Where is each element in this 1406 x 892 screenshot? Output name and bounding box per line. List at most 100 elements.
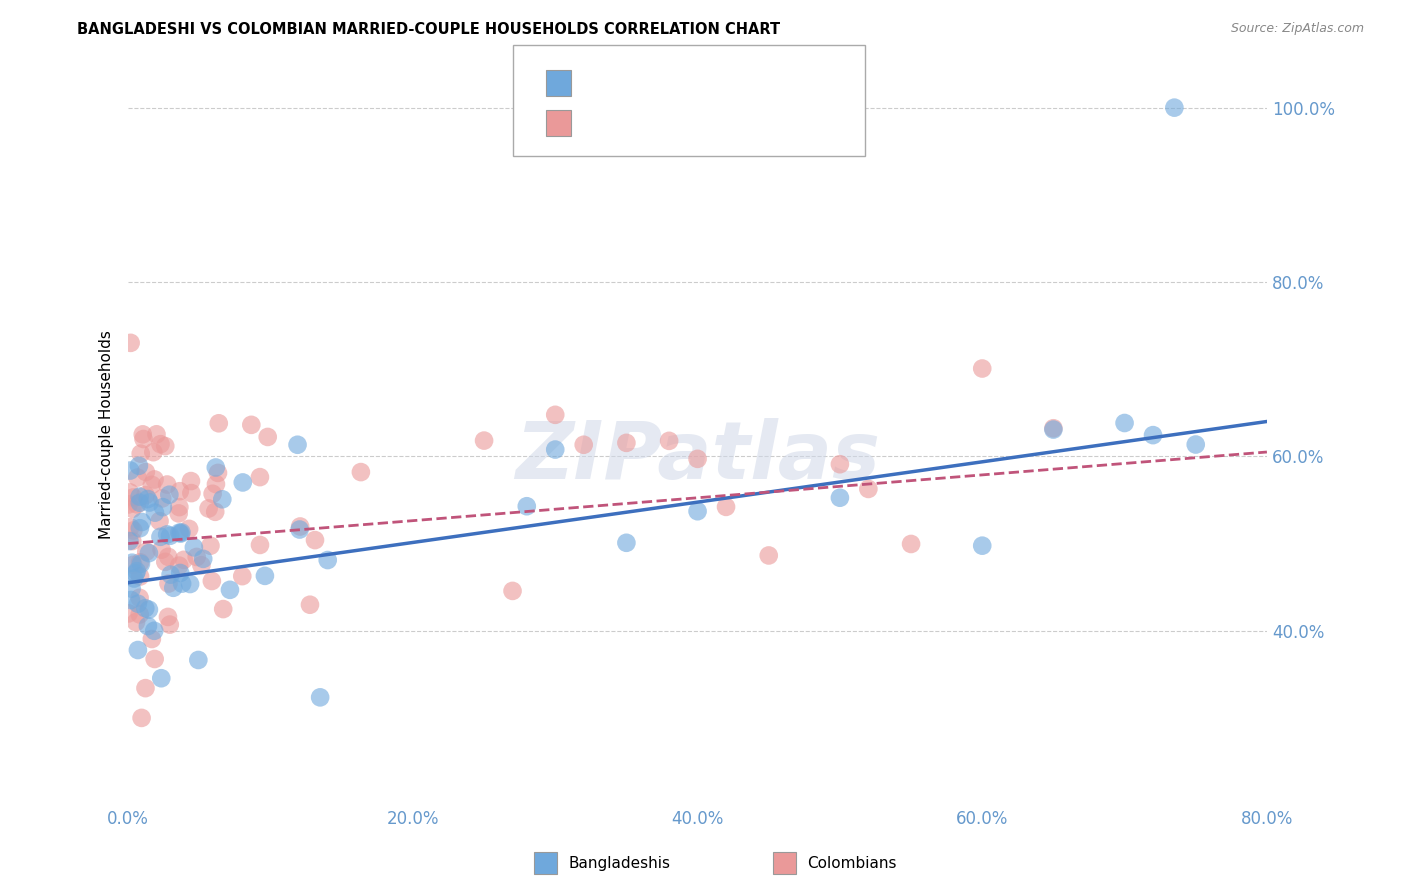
Point: [152, 500, 174, 515]
Point: [162, 581, 184, 595]
Point: [686, 451, 709, 466]
Point: [256, 430, 278, 444]
Point: [141, 478, 163, 492]
Point: [121, 534, 143, 549]
Point: [167, 507, 190, 521]
Point: [253, 569, 276, 583]
Point: [179, 522, 201, 536]
Point: [134, 681, 156, 695]
Point: [142, 445, 165, 459]
Point: [197, 501, 219, 516]
Point: [117, 607, 139, 621]
Point: [149, 530, 172, 544]
Point: [128, 607, 150, 622]
Point: [141, 632, 163, 646]
Text: R = 0.145: R = 0.145: [588, 116, 686, 134]
Text: Bangladeshis: Bangladeshis: [568, 855, 671, 871]
Text: BANGLADESHI VS COLOMBIAN MARRIED-COUPLE HOUSEHOLDS CORRELATION CHART: BANGLADESHI VS COLOMBIAN MARRIED-COUPLE …: [77, 22, 780, 37]
Point: [288, 523, 311, 537]
Point: [169, 500, 191, 515]
Point: [121, 501, 143, 516]
Point: [288, 519, 311, 533]
Point: [201, 487, 224, 501]
Point: [128, 521, 150, 535]
Point: [132, 432, 155, 446]
Point: [309, 690, 332, 705]
Point: [502, 583, 524, 598]
Point: [128, 458, 150, 473]
Point: [157, 488, 180, 502]
Point: [201, 574, 224, 588]
Point: [127, 597, 149, 611]
Point: [1142, 428, 1164, 442]
Point: [138, 546, 160, 560]
Point: [200, 539, 222, 553]
Point: [714, 500, 737, 514]
Point: [187, 653, 209, 667]
Point: [172, 576, 194, 591]
Point: [828, 457, 851, 471]
Text: R = 0.276: R = 0.276: [588, 76, 686, 94]
Point: [180, 486, 202, 500]
Point: [148, 514, 170, 528]
Point: [132, 427, 155, 442]
Point: [179, 577, 201, 591]
Point: [304, 533, 326, 547]
Point: [472, 434, 495, 448]
Point: [616, 536, 638, 550]
Point: [240, 417, 263, 432]
Point: [159, 617, 181, 632]
Point: [219, 582, 242, 597]
Point: [544, 408, 567, 422]
Point: [155, 555, 177, 569]
Point: [156, 477, 179, 491]
Point: [138, 495, 160, 509]
Point: [972, 539, 994, 553]
Point: [572, 438, 595, 452]
Point: [120, 520, 142, 534]
Point: [287, 438, 309, 452]
Point: [127, 643, 149, 657]
Point: [207, 466, 229, 480]
Point: [231, 569, 253, 583]
Point: [150, 491, 173, 506]
Point: [143, 473, 166, 487]
Point: [127, 470, 149, 484]
Text: Source: ZipAtlas.com: Source: ZipAtlas.com: [1230, 22, 1364, 36]
Point: [169, 526, 191, 541]
Point: [1163, 101, 1185, 115]
Point: [173, 553, 195, 567]
Point: [128, 496, 150, 510]
Point: [180, 474, 202, 488]
Point: [117, 497, 139, 511]
Point: [616, 435, 638, 450]
Point: [121, 582, 143, 596]
Point: [143, 652, 166, 666]
Point: [135, 465, 157, 479]
Point: [169, 525, 191, 540]
Point: [208, 417, 231, 431]
Point: [544, 442, 567, 457]
Point: [121, 556, 143, 570]
Point: [169, 484, 191, 499]
Point: [205, 477, 228, 491]
Point: [169, 566, 191, 580]
Point: [138, 602, 160, 616]
Point: [658, 434, 681, 448]
Point: [249, 470, 271, 484]
Point: [122, 491, 145, 505]
Point: [131, 515, 153, 529]
Point: [232, 475, 254, 490]
Point: [758, 549, 780, 563]
Point: [516, 500, 538, 514]
Point: [118, 534, 141, 549]
Point: [157, 549, 180, 564]
Y-axis label: Married-couple Households: Married-couple Households: [100, 330, 114, 539]
Point: [122, 558, 145, 572]
Point: [135, 488, 157, 502]
Point: [204, 505, 226, 519]
Point: [125, 497, 148, 511]
Point: [149, 437, 172, 451]
Point: [155, 439, 177, 453]
Point: [143, 624, 166, 638]
